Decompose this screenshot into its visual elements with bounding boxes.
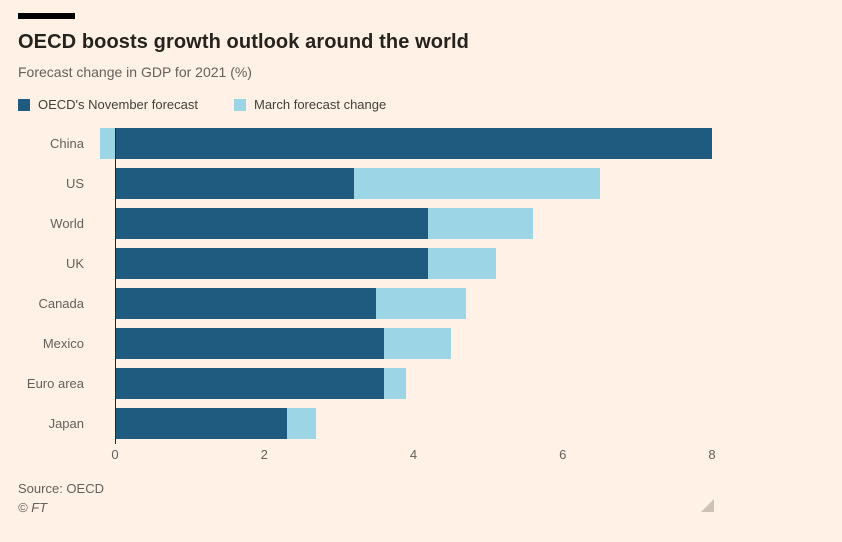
category-label: Canada xyxy=(38,296,84,311)
category-label: UK xyxy=(65,256,84,271)
bar-march-change xyxy=(376,288,466,319)
resize-corner-icon xyxy=(701,499,714,512)
plot-area: 0 2 4 6 8 xyxy=(100,128,716,465)
category-label: Mexico xyxy=(42,336,84,351)
chart: China US World UK Canada Mexico Euro area Japan… xyxy=(18,128,824,465)
category-label: World xyxy=(50,216,84,231)
ft-credit: © FT xyxy=(18,500,48,515)
bar-row xyxy=(115,408,715,439)
x-axis-ticks: 0 2 4 6 8 xyxy=(111,447,716,465)
legend-item: OECD's November forecast xyxy=(18,97,198,112)
legend-swatch xyxy=(18,98,30,111)
bar-row xyxy=(115,208,715,239)
bar-row xyxy=(115,368,715,399)
ft-top-rule xyxy=(18,13,75,19)
bar-row xyxy=(100,128,715,159)
bar-november-forecast xyxy=(115,288,377,319)
bar-march-change xyxy=(428,208,533,239)
plot-rows xyxy=(100,128,715,444)
zero-baseline xyxy=(115,128,116,444)
legend-item: March forecast change xyxy=(233,97,387,112)
bar-row xyxy=(115,288,715,319)
bar-november-forecast xyxy=(115,208,429,239)
category-labels: China US World UK Canada Mexico Euro area Japan xyxy=(18,128,115,465)
chart-legend: OECD's November forecast March forecast c… xyxy=(18,97,824,112)
category-label: China xyxy=(50,136,84,151)
bar-row xyxy=(115,248,715,279)
bar-november-forecast xyxy=(115,128,712,159)
bar-november-forecast xyxy=(115,168,354,199)
legend-label: OECD's November forecast xyxy=(38,97,198,112)
category-label: Japan xyxy=(48,416,84,431)
x-tick-label: 0 xyxy=(111,447,119,462)
category-label: US xyxy=(65,176,84,191)
x-tick-label: 6 xyxy=(559,447,567,462)
source-label: Source: OECD xyxy=(18,481,104,496)
legend-label: March forecast change xyxy=(253,97,387,112)
bar-march-change xyxy=(428,248,496,279)
x-tick-label: 4 xyxy=(409,447,418,462)
bar-march-change xyxy=(383,328,451,359)
bar-march-change xyxy=(353,168,601,199)
bar-november-forecast xyxy=(115,368,384,399)
chart-title: OECD boosts growth outlook around the wo… xyxy=(18,31,469,53)
bar-november-forecast xyxy=(115,408,287,439)
bar-november-forecast xyxy=(115,248,429,279)
chart-subtitle: Forecast change in GDP for 2021 (%) xyxy=(18,64,252,80)
bar-november-forecast xyxy=(115,328,384,359)
x-tick-label: 2 xyxy=(260,447,268,462)
category-label: Euro area xyxy=(26,376,84,391)
bar-row xyxy=(115,328,715,359)
bar-march-change xyxy=(100,128,115,159)
bar-march-change xyxy=(383,368,407,399)
legend-swatch xyxy=(233,98,246,111)
bar-march-change xyxy=(286,408,317,439)
x-tick-label: 8 xyxy=(708,447,716,462)
chart-footer: Source: OECD © FT xyxy=(18,481,104,515)
bar-row xyxy=(115,168,715,199)
